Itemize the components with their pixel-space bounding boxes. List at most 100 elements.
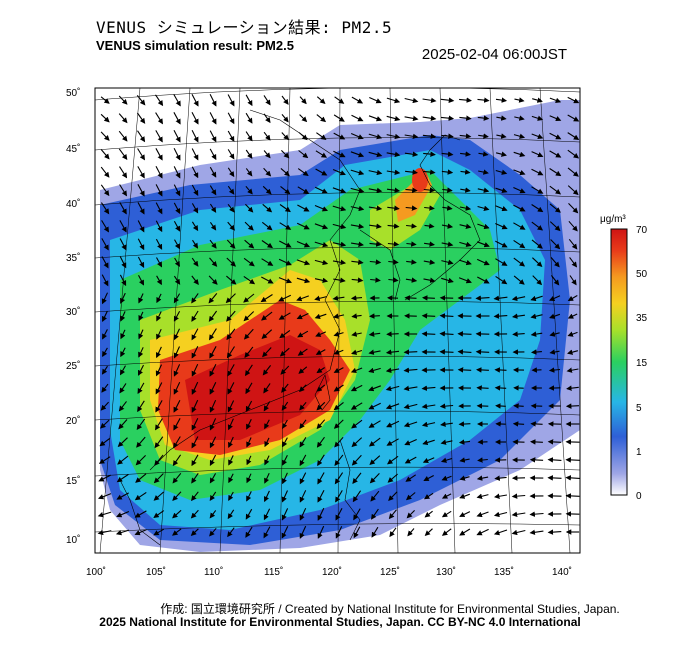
wind-arrow	[226, 328, 236, 341]
wind-arrow	[368, 169, 383, 176]
wind-arrow	[332, 223, 347, 230]
wind-arrow	[298, 150, 309, 159]
wind-arrow	[191, 203, 199, 214]
wind-arrow	[297, 186, 310, 194]
wind-arrow	[386, 187, 401, 193]
wind-arrow	[299, 384, 307, 393]
wind-arrow	[333, 401, 344, 411]
wind-arrow	[406, 223, 417, 229]
wind-arrow	[334, 454, 344, 466]
wind-arrow	[387, 241, 400, 247]
wind-arrow	[262, 365, 272, 376]
wind-arrow	[567, 349, 579, 355]
latitude-labels: 50˚ 45˚ 40˚ 35˚ 30˚ 25˚ 20˚ 15˚ 10˚	[66, 87, 80, 546]
lat-label: 50˚	[66, 87, 80, 99]
wind-arrow	[332, 313, 345, 319]
wind-arrow	[245, 149, 253, 159]
wind-vectors	[97, 94, 580, 539]
wind-arrow	[155, 112, 163, 125]
wind-arrow	[137, 382, 145, 395]
wind-arrow	[299, 419, 307, 430]
wind-arrow	[386, 420, 400, 428]
wind-arrow	[100, 202, 110, 215]
wind-arrow	[460, 151, 471, 157]
wind-arrow	[457, 331, 472, 337]
wind-arrow	[370, 277, 381, 283]
wind-arrow	[314, 241, 329, 248]
wind-arrow	[549, 203, 561, 213]
wind-arrow	[263, 150, 271, 159]
wind-arrow	[118, 95, 128, 105]
wind-arrow	[368, 385, 381, 392]
wind-arrow	[477, 241, 490, 248]
wind-arrow	[422, 295, 435, 301]
wind-arrow	[369, 313, 380, 319]
wind-arrow	[424, 510, 433, 518]
wind-arrow	[156, 275, 162, 286]
wind-arrow	[101, 220, 109, 233]
wind-arrow	[386, 331, 399, 337]
wind-arrow	[172, 528, 182, 536]
wind-arrow	[478, 151, 489, 157]
wind-arrow	[155, 130, 163, 143]
wind-arrow	[261, 311, 273, 321]
wind-arrow	[567, 114, 580, 122]
wind-arrow	[209, 436, 217, 449]
wind-arrow	[494, 493, 507, 499]
wind-arrow	[316, 114, 327, 123]
lon-label: 120˚	[322, 566, 342, 578]
wind-arrow	[134, 491, 147, 501]
wind-arrow	[316, 401, 326, 411]
wind-arrow	[368, 133, 383, 140]
wind-arrow	[314, 295, 327, 302]
wind-arrow	[263, 401, 271, 412]
wind-arrow	[137, 202, 145, 215]
lon-label: 115˚	[264, 566, 283, 578]
wind-arrow	[513, 257, 526, 267]
wind-arrow	[134, 529, 147, 536]
wind-arrow	[153, 473, 164, 484]
wind-arrow	[261, 221, 273, 231]
wind-arrow	[227, 94, 235, 107]
wind-arrow	[173, 381, 181, 395]
wind-arrow	[246, 418, 252, 430]
wind-arrow	[352, 490, 362, 503]
wind-arrow	[424, 205, 435, 211]
wind-arrow	[120, 347, 126, 358]
wind-arrow	[387, 455, 399, 465]
wind-arrow	[404, 115, 419, 122]
wind-arrow	[460, 187, 471, 193]
colorbar-tick: 35	[636, 313, 648, 324]
wind-arrow	[209, 399, 217, 413]
wind-arrow	[441, 241, 454, 247]
wind-arrow	[567, 167, 579, 177]
wind-arrow	[173, 112, 181, 125]
wind-arrow	[173, 166, 181, 179]
wind-arrow	[513, 186, 526, 194]
colorbar-tick: 50	[636, 269, 648, 280]
wind-arrow	[279, 222, 292, 230]
wind-arrow	[404, 456, 417, 464]
wind-arrow	[475, 295, 490, 301]
wind-arrow	[351, 114, 364, 122]
wind-arrow	[368, 187, 383, 194]
wind-arrow	[388, 277, 399, 283]
wind-arrow	[333, 349, 344, 355]
wind-arrow	[209, 112, 217, 125]
wind-arrow	[421, 421, 436, 428]
lon-label: 135˚	[494, 566, 514, 578]
wind-arrow	[440, 115, 455, 121]
wind-arrow	[530, 295, 543, 302]
wind-arrow	[442, 205, 453, 211]
wind-arrow	[209, 418, 217, 431]
wind-arrow	[549, 221, 561, 232]
wind-arrow	[567, 132, 580, 140]
wind-arrow	[350, 132, 364, 140]
wind-arrow	[334, 436, 344, 448]
wind-arrow	[191, 184, 199, 196]
wind-arrow	[459, 223, 472, 229]
wind-arrow	[299, 114, 308, 123]
wind-arrow	[278, 294, 292, 302]
wind-arrow	[118, 113, 128, 124]
wind-arrow	[314, 313, 327, 319]
